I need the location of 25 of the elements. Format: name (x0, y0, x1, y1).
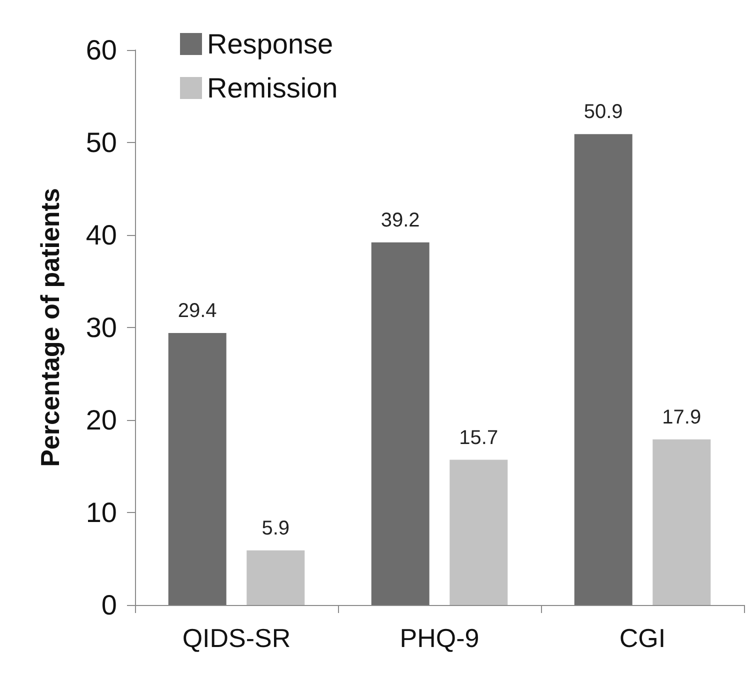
y-axis-title: Percentage of patients (35, 188, 65, 467)
x-tick-label: CGI (619, 623, 666, 653)
data-label: 39.2 (380, 209, 420, 232)
y-tick-label: 0 (101, 590, 117, 620)
y-tick-label: 50 (86, 127, 117, 158)
bar (246, 550, 305, 605)
y-tick-label: 10 (86, 497, 117, 528)
y-tick-label: 60 (86, 34, 117, 66)
y-tick-label: 20 (86, 404, 117, 436)
data-label: 15.7 (459, 426, 498, 449)
legend-label: Response (207, 28, 334, 60)
bar (168, 333, 226, 605)
x-tick-label: PHQ-9 (400, 623, 480, 653)
data-label: 5.9 (262, 517, 290, 540)
legend-label: Remission (207, 72, 338, 104)
data-label: 17.9 (662, 406, 702, 428)
bar (652, 439, 711, 605)
y-tick-label: 30 (86, 312, 117, 343)
bar (371, 242, 430, 605)
bar (574, 134, 632, 605)
y-tick-label: 40 (86, 220, 117, 250)
bar (450, 460, 508, 605)
data-label: 29.4 (178, 300, 217, 322)
data-label: 50.9 (584, 101, 623, 124)
x-tick-label: QIDS-SR (182, 623, 291, 653)
